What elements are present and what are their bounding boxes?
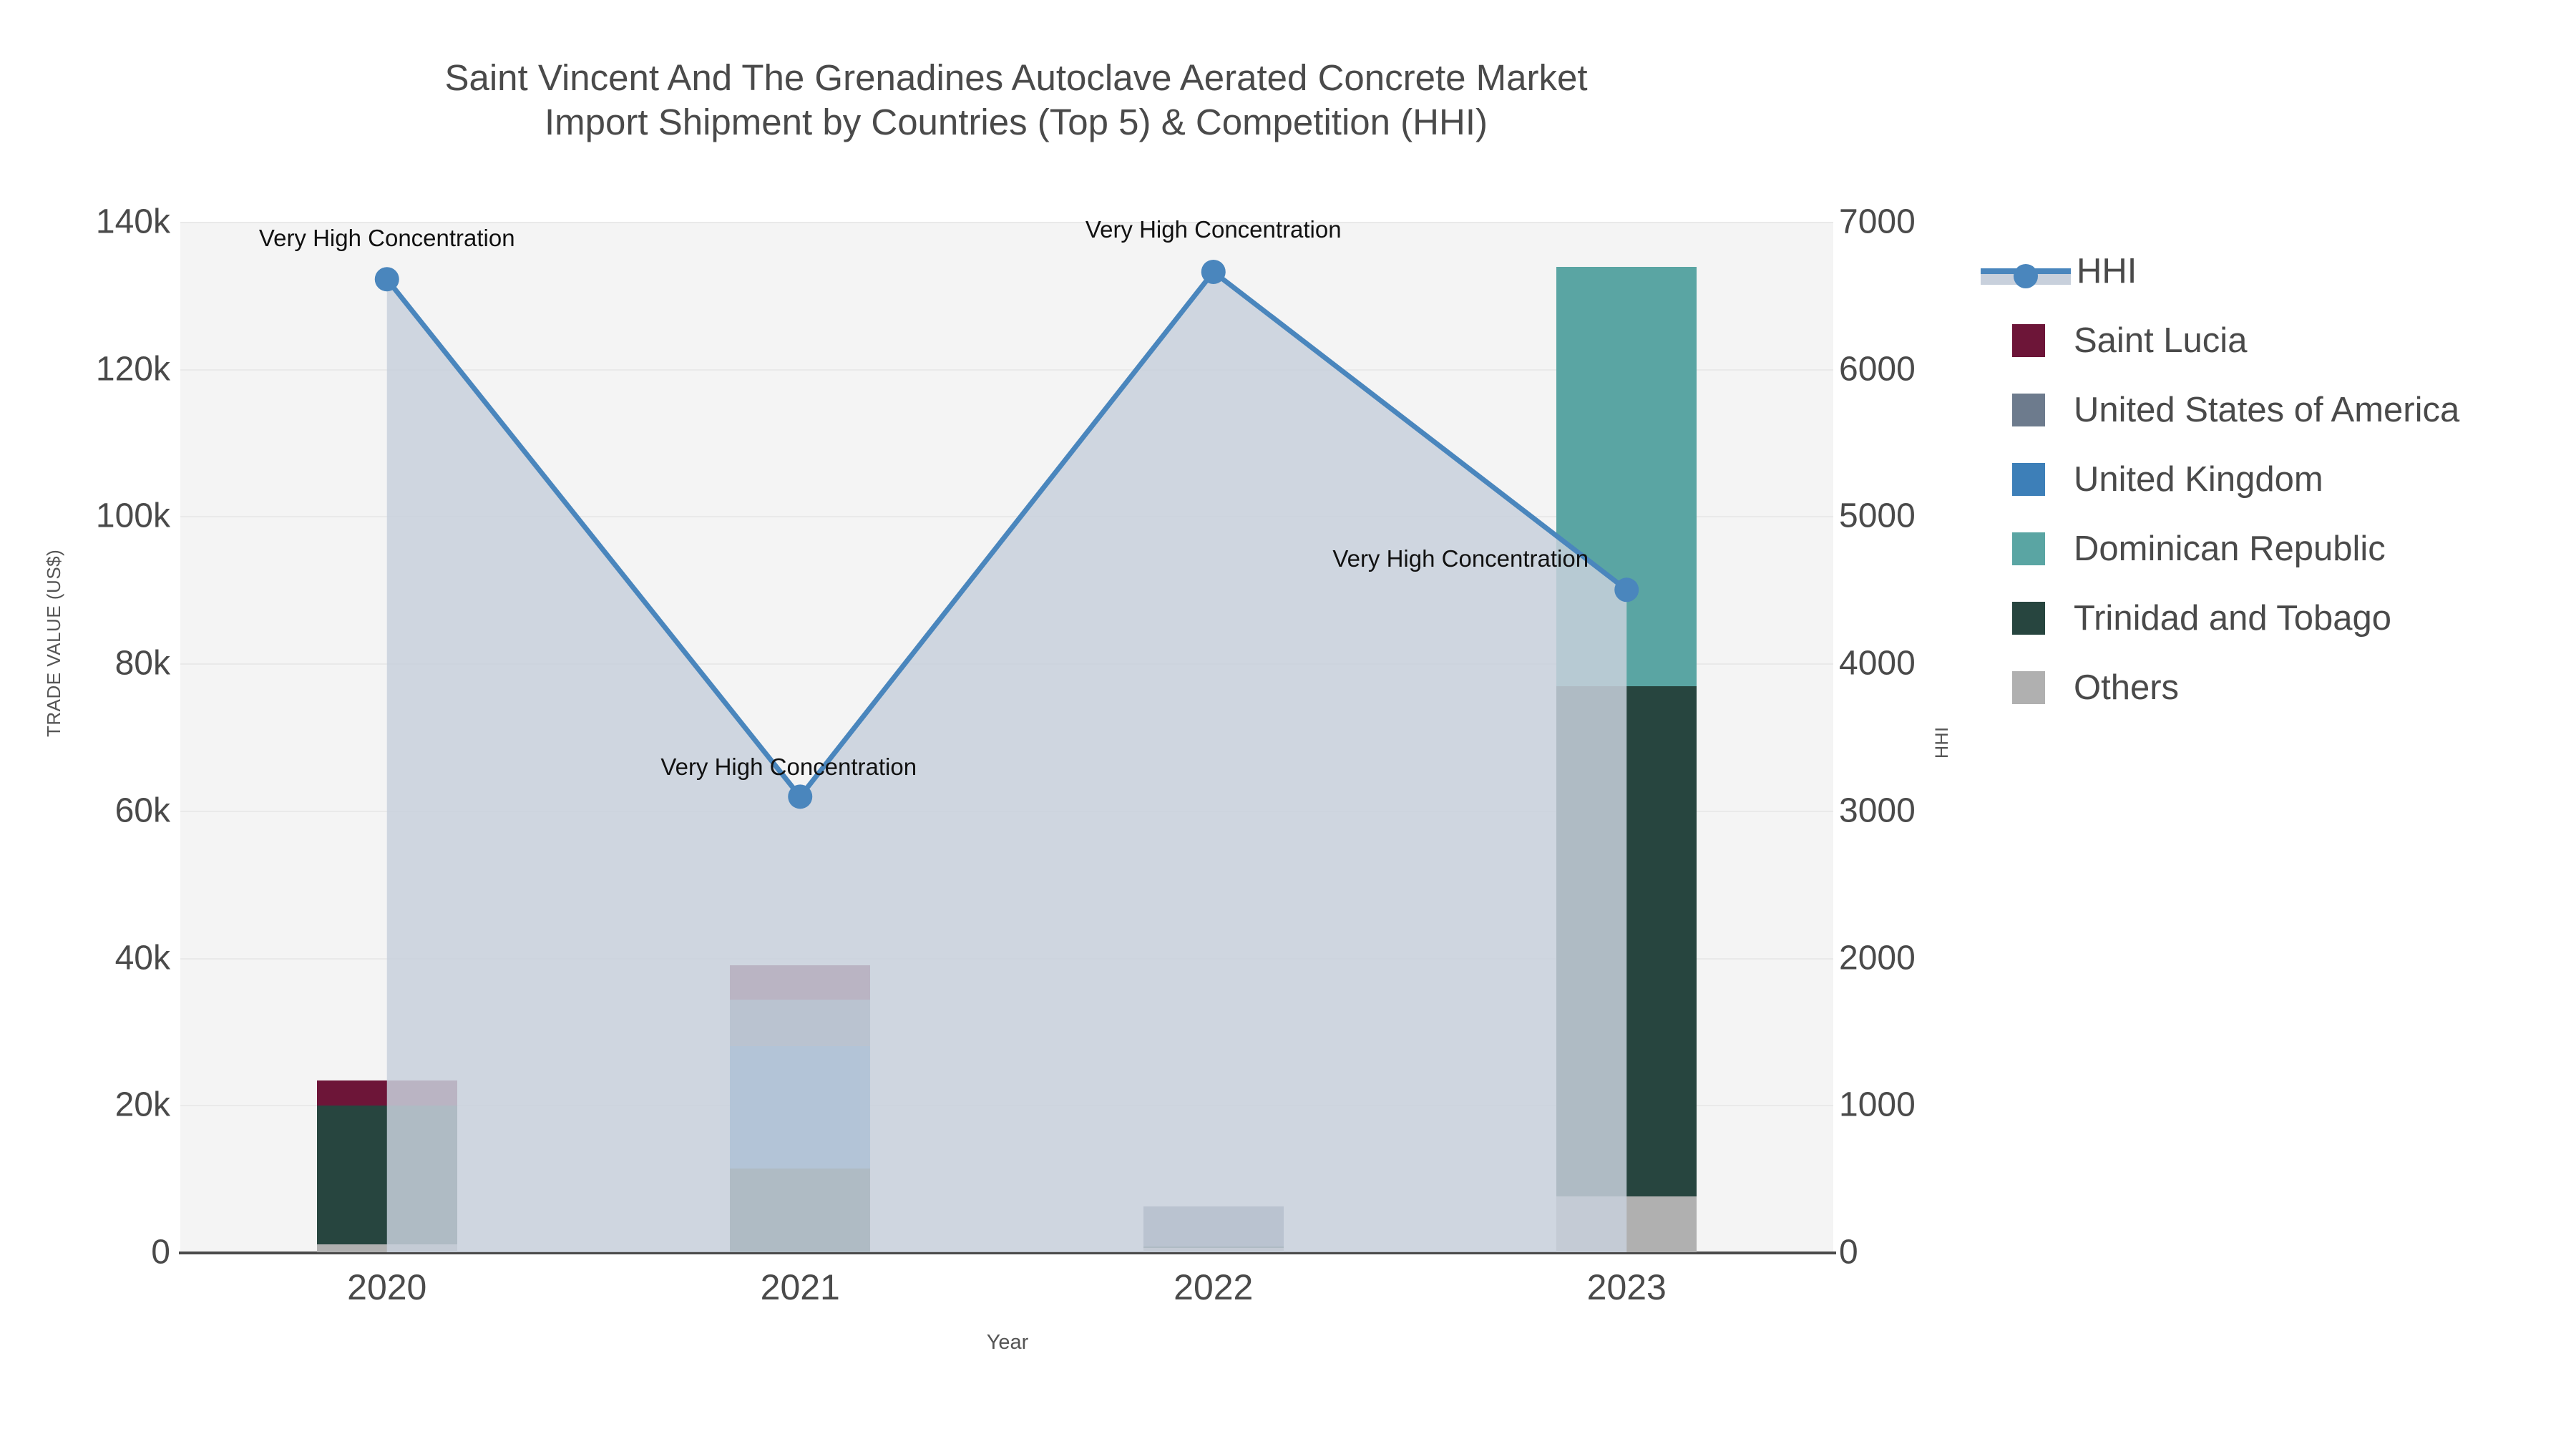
bar-segment[interactable] [1143, 1246, 1284, 1248]
legend-item-label: Trinidad and Tobago [2074, 598, 2392, 638]
legend-item[interactable]: Trinidad and Tobago [1981, 583, 2459, 653]
legend-color-swatch-icon [2012, 532, 2045, 565]
y-tick-left: 120k [95, 350, 170, 389]
concentration-annotation: Very High Concentration [1332, 545, 1589, 572]
legend-item[interactable]: United Kingdom [1981, 444, 2459, 514]
bar-segment[interactable] [316, 1244, 457, 1252]
chart-title-line-2: Import Shipment by Countries (Top 5) & C… [545, 102, 1488, 143]
y-tick-left: 0 [151, 1233, 170, 1272]
legend-color-swatch-icon [2012, 462, 2045, 496]
y-tick-left: 80k [114, 644, 170, 683]
y-tick-right: 6000 [1839, 350, 1916, 389]
legend-color-swatch-icon [2012, 670, 2045, 704]
legend-item-label: HHI [2077, 251, 2137, 291]
legend-color-swatch-icon [2012, 601, 2045, 635]
y-tick-right: 3000 [1839, 791, 1916, 830]
bar-segment[interactable] [730, 1046, 871, 1169]
legend-item-label: United States of America [2074, 390, 2460, 429]
x-axis-label: Year [986, 1331, 1029, 1354]
legend-color-swatch-icon [2012, 393, 2045, 426]
x-tick: 2021 [760, 1267, 840, 1307]
legend-item[interactable]: HHI [1981, 236, 2459, 306]
legend-line-swatch-icon [1981, 255, 2071, 288]
y-tick-right: 1000 [1839, 1085, 1916, 1124]
y-tick-right: 2000 [1839, 939, 1916, 977]
x-tick: 2020 [347, 1267, 427, 1307]
bar-segment[interactable] [1143, 1206, 1284, 1246]
y-axis-right-label: HHI [1932, 726, 1952, 758]
y-tick-left: 60k [114, 791, 170, 830]
bar-segment[interactable] [1556, 686, 1697, 1196]
bar-segment[interactable] [730, 1000, 871, 1046]
y-tick-left: 100k [95, 497, 170, 535]
legend-item[interactable]: Saint Lucia [1981, 306, 2459, 375]
bar-segment[interactable] [1143, 1247, 1284, 1252]
y-tick-left: 140k [95, 203, 170, 241]
concentration-annotation: Very High Concentration [258, 225, 515, 252]
y-tick-right: 0 [1839, 1233, 1858, 1272]
concentration-annotation: Very High Concentration [660, 753, 917, 781]
y-tick-left: 20k [114, 1085, 170, 1124]
y-tick-right: 5000 [1839, 497, 1916, 535]
x-tick: 2022 [1174, 1267, 1254, 1307]
legend-item-label: United Kingdom [2074, 459, 2323, 499]
chart-title: Saint Vincent And The Grenadines Autocla… [0, 56, 2032, 145]
y-tick-left: 40k [114, 939, 170, 977]
bar-segment[interactable] [1556, 266, 1697, 687]
gridline [180, 222, 1833, 223]
y-tick-right: 7000 [1839, 203, 1916, 241]
legend-item[interactable]: Others [1981, 653, 2459, 722]
bar-segment[interactable] [316, 1106, 457, 1244]
legend-item-label: Dominican Republic [2074, 529, 2386, 568]
y-tick-right: 4000 [1839, 644, 1916, 683]
legend-item-label: Others [2074, 668, 2180, 707]
legend-item-label: Saint Lucia [2074, 321, 2248, 360]
bar-segment[interactable] [730, 1168, 871, 1252]
bar-segment[interactable] [316, 1080, 457, 1106]
bar-segment[interactable] [730, 965, 871, 1000]
x-tick: 2023 [1586, 1267, 1667, 1307]
legend-item[interactable]: Dominican Republic [1981, 514, 2459, 583]
legend-color-swatch-icon [2012, 323, 2045, 357]
bar-segment[interactable] [1556, 1196, 1697, 1252]
chart-legend: HHI Saint Lucia United States of America Un… [1981, 236, 2459, 722]
legend-item[interactable]: United States of America [1981, 375, 2459, 444]
concentration-annotation: Very High Concentration [1085, 215, 1342, 243]
x-axis-line [179, 1252, 1836, 1254]
chart-title-line-1: Saint Vincent And The Grenadines Autocla… [444, 57, 1588, 98]
